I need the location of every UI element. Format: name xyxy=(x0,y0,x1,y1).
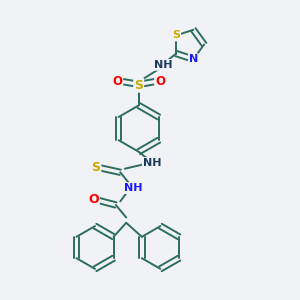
Text: NH: NH xyxy=(124,183,143,193)
Text: S: S xyxy=(172,30,180,40)
Text: S: S xyxy=(92,161,100,174)
Text: O: O xyxy=(88,194,99,206)
Text: NH: NH xyxy=(143,158,161,168)
Text: N: N xyxy=(189,54,198,64)
Text: S: S xyxy=(134,79,143,92)
Text: O: O xyxy=(112,75,122,88)
Text: NH: NH xyxy=(154,60,172,70)
Text: O: O xyxy=(155,75,165,88)
